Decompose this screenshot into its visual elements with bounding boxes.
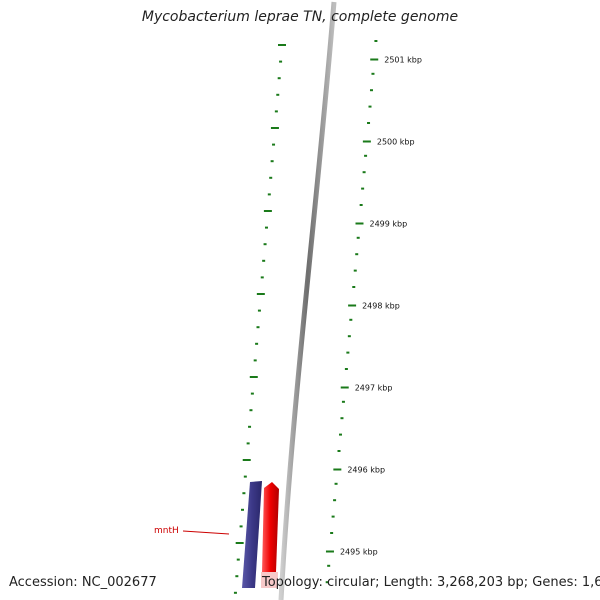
tick-label: 2500 kbp xyxy=(377,138,415,147)
scale-tick-labels: 2501 kbp 2500 kbp 2499 kbp 2498 kbp 2497 kbp… xyxy=(340,56,422,557)
gene-label-mntH: mntH xyxy=(154,526,179,536)
reverse-strand-feature xyxy=(242,481,262,588)
tick-label: 2499 kbp xyxy=(369,220,407,229)
inner-scale-ticks xyxy=(233,44,286,594)
genome-backbone xyxy=(278,1,337,600)
feature-tracks xyxy=(242,481,279,588)
tick-label: 2501 kbp xyxy=(384,56,422,65)
gene-arrow-mntH xyxy=(262,482,279,572)
accession-text: Accession: NC_002677 xyxy=(9,575,157,590)
tick-label: 2498 kbp xyxy=(362,302,400,311)
map-title: Mycobacterium leprae TN, complete genome xyxy=(141,9,459,25)
tick-label: 2495 kbp xyxy=(340,548,378,557)
tick-label: 2496 kbp xyxy=(347,466,385,475)
tick-label: 2497 kbp xyxy=(355,384,393,393)
topology-text: Topology: circular; Length: 3,268,203 bp… xyxy=(262,575,600,590)
feature-highlight xyxy=(261,572,278,588)
gene-label-leader xyxy=(182,530,230,535)
outer-scale-ticks xyxy=(325,40,379,584)
